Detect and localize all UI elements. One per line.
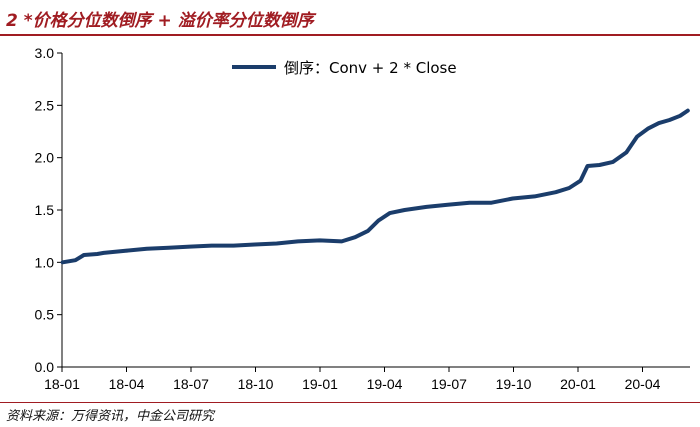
data-point [567,186,571,190]
data-point [403,208,407,212]
legend-label: 倒序：Conv + 2 * Close [284,59,457,77]
data-point [597,163,602,167]
x-tick-label: 18-07 [173,376,209,392]
x-tick-label: 20-04 [625,376,661,392]
y-tick-label: 1.0 [35,254,55,270]
title-rule [0,34,700,36]
data-point [102,251,106,255]
data-point [376,218,381,223]
x-tick-label: 18-04 [109,376,145,392]
footer-rule [0,402,700,403]
data-point [366,229,370,233]
data-point [210,244,214,248]
y-tick-label: 1.5 [35,202,55,218]
data-point [188,245,192,249]
data-point [232,244,236,248]
legend: 倒序：Conv + 2 * Close [232,59,457,77]
data-point [578,179,583,183]
y-tick-label: 0.0 [35,359,55,375]
data-point [73,258,77,262]
data-point [124,249,128,253]
data-point [678,114,682,118]
series-line [60,108,690,265]
source-note: 资料来源：万得资讯，中金公司研究 [6,409,215,424]
y-tick-label: 0.5 [35,307,55,323]
x-tick-label: 18-10 [238,376,274,392]
series-group [60,108,690,265]
data-point [624,150,629,154]
data-point [657,121,661,125]
data-point [340,239,344,243]
y-tick-label: 2.5 [35,97,55,113]
data-point [82,253,86,257]
data-point [145,247,149,251]
line-chart: 0.00.51.01.52.02.53.0 18-01 18-04 18-07 18-… [35,45,690,392]
x-tick-label: 18-01 [44,376,80,392]
x-tick-label: 19-01 [302,376,338,392]
data-point [318,238,322,242]
data-point [388,211,392,215]
data-point [468,201,472,205]
x-tick-label: 19-10 [496,376,532,392]
chart-title: 2 *价格分位数倒序 + 溢价率分位数倒序 [6,11,314,31]
x-tick-label: 20-01 [560,376,596,392]
data-point [611,160,615,164]
data-point [253,242,257,247]
data-point [296,239,300,243]
y-tick-label: 3.0 [35,45,55,61]
data-point [424,205,429,209]
data-point [554,190,558,194]
data-point [686,109,690,113]
data-point [511,196,515,201]
data-point [489,201,494,205]
x-axis-ticks: 18-01 18-04 18-07 18-10 19-01 19-04 19-07 19-10… [44,367,661,392]
data-point [275,241,279,246]
data-point [95,252,99,256]
data-point [635,135,639,139]
x-tick-label: 19-07 [431,376,467,392]
y-axis-ticks: 0.0 0.5 1.0 1.5 2.0 2.5 3.0 [35,45,62,375]
chart-axes [61,53,690,368]
y-tick-label: 2.0 [35,150,55,166]
data-point [446,203,450,207]
data-point [667,118,672,122]
data-point [533,194,537,198]
data-point [646,126,650,130]
data-point [353,235,357,239]
data-point [585,164,590,168]
data-point [167,246,171,250]
data-point [61,260,65,264]
x-tick-label: 19-04 [367,376,403,392]
